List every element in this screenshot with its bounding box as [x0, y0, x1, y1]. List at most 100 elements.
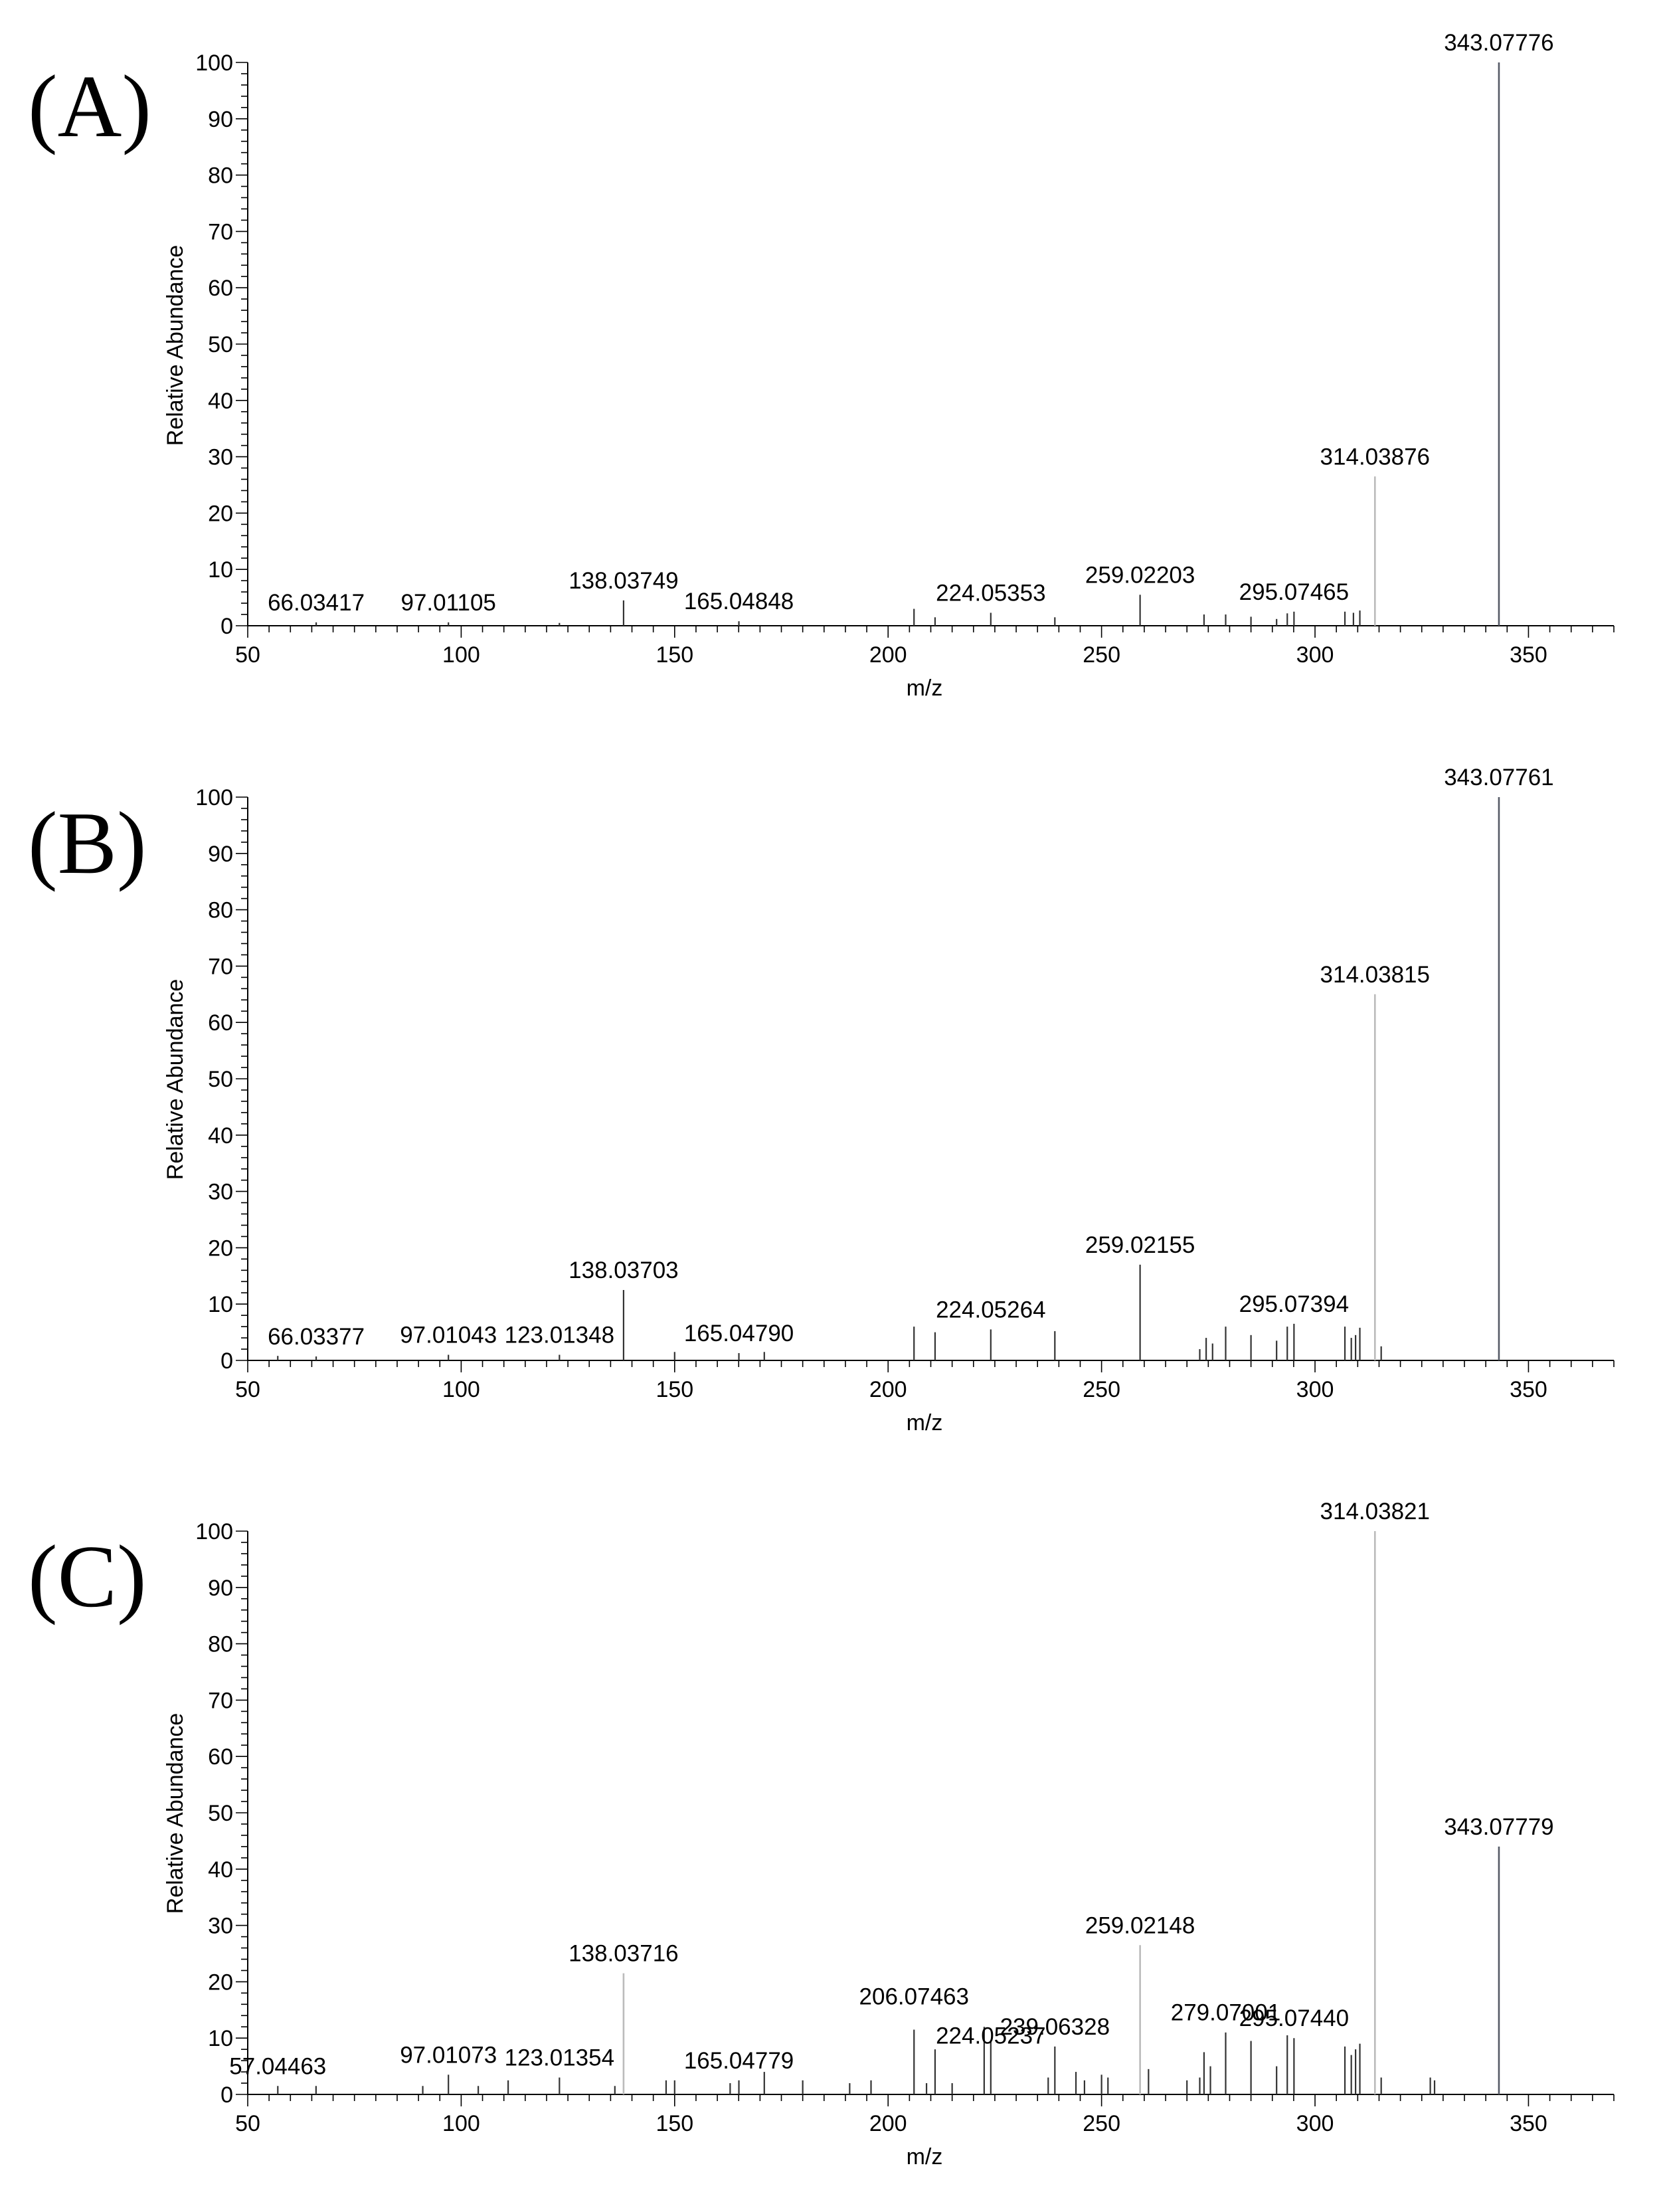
panel-a-x-tick-label: 100 — [442, 642, 480, 668]
panel-c-x-tick-label: 200 — [869, 2111, 907, 2136]
panel-b: (B) Relative Abundance m/z 0 10 20 30 40 50 60… — [28, 765, 1615, 1435]
panel-b-x-axis-label: m/z — [907, 1410, 943, 1435]
panel-b-peak-label: 259.02155 — [1085, 1232, 1195, 1258]
panel-c-peak-label: 206.07463 — [859, 1983, 969, 2009]
panel-c-x-tick-label: 350 — [1510, 2111, 1547, 2136]
panel-b-y-tick-label: 50 — [208, 1067, 233, 1092]
panel-a-x-tick-label: 250 — [1083, 642, 1120, 668]
panel-b-x-tick-label: 50 — [235, 1377, 260, 1402]
panel-c-x-tick-label: 100 — [442, 2111, 480, 2136]
panel-c-y-tick-label: 10 — [208, 2026, 233, 2051]
panel-a-peak-label: 224.05353 — [936, 580, 1045, 606]
panel-b-peak-label: 343.07761 — [1444, 765, 1553, 790]
panel-c-peak-label: 57.04463 — [229, 2053, 326, 2079]
panel-b-y-tick-label: 30 — [208, 1180, 233, 1205]
panel-c-x-tick-label: 50 — [235, 2111, 260, 2136]
panel-a-y-tick-label: 90 — [208, 107, 233, 132]
panel-a-y-axis-label: Relative Abundance — [163, 245, 188, 446]
panel-b-y-tick-label: 40 — [208, 1123, 233, 1149]
panel-a-peak-label: 165.04848 — [684, 589, 794, 614]
panel-a-x-tick-label: 50 — [235, 642, 260, 668]
panel-c-plot-area: 0 10 20 30 40 50 60 70 80 90 100 50 100 150 200 250 300 3… — [195, 1499, 1615, 2136]
panel-a-peak-label: 343.07776 — [1444, 30, 1553, 56]
panel-c-y-tick-label: 20 — [208, 1970, 233, 1995]
panel-b-y-tick-label: 10 — [208, 1292, 233, 1317]
panel-b-y-axis-label: Relative Abundance — [163, 979, 188, 1180]
panel-c-peak-label: 97.01073 — [400, 2042, 497, 2068]
panel-c-y-tick-label: 80 — [208, 1632, 233, 1657]
panel-c-peak-label: 314.03821 — [1320, 1499, 1430, 1524]
panel-c: (C) Relative Abundance m/z 0 10 20 30 40 50 60… — [28, 1499, 1615, 2169]
panel-b-peak-label: 97.01043 — [400, 1323, 497, 1348]
panel-b-x-tick-label: 350 — [1510, 1377, 1547, 1402]
panel-c-peak-label: 259.02148 — [1085, 1912, 1195, 1938]
panel-b-peak-label: 295.07394 — [1239, 1291, 1349, 1317]
panel-a-x-tick-label: 300 — [1296, 642, 1334, 668]
panel-c-peak-label: 224.05237 — [936, 2023, 1045, 2049]
panel-c-peak-label: 239.06328 — [1000, 2014, 1110, 2040]
panel-c-y-tick-label: 100 — [195, 1519, 233, 1544]
panel-b-peak-label: 123.01348 — [505, 1323, 614, 1348]
panel-a: (A) Relative Abundance m/z 0 10 20 30 40 50 60… — [28, 30, 1615, 701]
panel-c-peak-label: 138.03716 — [569, 1941, 678, 1967]
panel-c-y-tick-label: 30 — [208, 1914, 233, 1939]
panel-a-peak-label: 138.03749 — [569, 568, 678, 594]
panel-b-peak-label: 138.03703 — [569, 1257, 678, 1283]
panel-a-y-tick-label: 70 — [208, 219, 233, 244]
panel-a-peak-label: 97.01105 — [400, 590, 495, 616]
panel-c-x-axis-label: m/z — [907, 2144, 943, 2169]
panel-a-y-tick-label: 80 — [208, 163, 233, 189]
panel-a-x-axis-label: m/z — [907, 676, 943, 701]
panel-c-y-tick-label: 50 — [208, 1801, 233, 1826]
panel-c-peak-label: 343.07779 — [1444, 1814, 1553, 1840]
panel-a-y-tick-label: 30 — [208, 445, 233, 470]
panel-b-y-tick-label: 90 — [208, 842, 233, 867]
panel-c-y-tick-label: 70 — [208, 1688, 233, 1713]
panel-a-y-tick-label: 100 — [195, 50, 233, 76]
panel-a-y-tick-label: 40 — [208, 389, 233, 414]
panel-b-x-tick-label: 100 — [442, 1377, 480, 1402]
panel-c-x-tick-label: 300 — [1296, 2111, 1334, 2136]
panel-b-x-tick-label: 200 — [869, 1377, 907, 1402]
panel-c-y-tick-label: 60 — [208, 1744, 233, 1770]
panel-b-peak-label: 224.05264 — [936, 1297, 1045, 1323]
panel-b-plot-area: 0 10 20 30 40 50 60 70 80 90 100 50 100 150 200 250 300 3… — [195, 765, 1615, 1402]
panel-a-y-tick-label: 60 — [208, 276, 233, 301]
panel-c-peak-label: 165.04779 — [684, 2048, 794, 2074]
panel-b-x-tick-label: 250 — [1083, 1377, 1120, 1402]
panel-b-peak-label: 165.04790 — [684, 1321, 794, 1346]
panel-b-y-tick-label: 60 — [208, 1010, 233, 1036]
panel-a-peak-label: 66.03417 — [268, 590, 365, 616]
panel-a-letter: (A) — [28, 57, 151, 155]
panel-c-peak-label: 123.01354 — [505, 2045, 614, 2071]
panel-a-x-tick-label: 150 — [656, 642, 693, 668]
panel-c-peak-label: 295.07440 — [1239, 2005, 1349, 2031]
panel-a-peak-label: 259.02203 — [1085, 562, 1195, 588]
panel-b-letter: (B) — [28, 794, 147, 892]
panel-b-y-tick-label: 100 — [195, 785, 233, 810]
panel-c-y-tick-label: 0 — [220, 2082, 233, 2108]
panel-a-peak-label: 295.07465 — [1239, 579, 1349, 605]
panel-a-y-tick-label: 50 — [208, 332, 233, 357]
panel-a-plot-area: 0 10 20 30 40 50 60 70 80 90 100 50 100 150 200 250 300 3… — [195, 30, 1615, 668]
panel-b-y-tick-label: 70 — [208, 954, 233, 979]
panel-c-peak-label: 279.07001 — [1171, 2000, 1280, 2026]
panel-a-y-tick-label: 20 — [208, 501, 233, 526]
panel-c-y-axis-label: Relative Abundance — [163, 1713, 188, 1914]
panel-a-x-tick-label: 200 — [869, 642, 907, 668]
panel-c-x-tick-label: 250 — [1083, 2111, 1120, 2136]
panel-b-y-tick-label: 0 — [220, 1348, 233, 1374]
panel-a-y-tick-label: 10 — [208, 557, 233, 583]
panel-c-y-tick-label: 40 — [208, 1857, 233, 1883]
panel-b-y-tick-label: 20 — [208, 1236, 233, 1261]
panel-a-x-tick-label: 350 — [1510, 642, 1547, 668]
panel-b-peak-label: 66.03377 — [268, 1324, 365, 1350]
panel-c-letter: (C) — [28, 1527, 147, 1625]
panel-a-y-tick-label: 0 — [220, 614, 233, 639]
panel-b-y-tick-label: 80 — [208, 898, 233, 923]
panel-c-x-tick-label: 150 — [656, 2111, 693, 2136]
panel-c-y-tick-label: 90 — [208, 1576, 233, 1601]
panel-b-peak-label: 314.03815 — [1320, 962, 1430, 988]
panel-b-x-tick-label: 300 — [1296, 1377, 1334, 1402]
